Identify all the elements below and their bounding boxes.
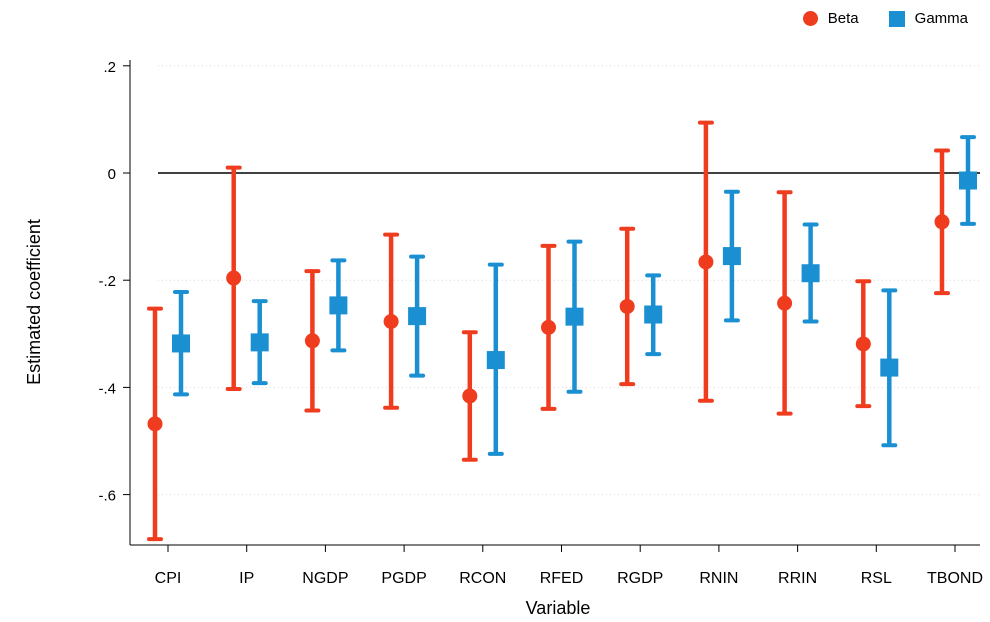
y-tick-label: -.6 [98,488,116,505]
beta-point [541,319,556,335]
y-tick-label: -.2 [98,273,116,290]
x-tick-label: CPI [155,570,182,587]
gamma-point [565,307,584,326]
x-tick-label: RSL [861,570,892,587]
x-tick-label: RNIN [699,570,738,587]
series-layer [147,120,977,542]
x-axis-label: Variable [526,598,591,618]
gamma-point [250,333,269,352]
gamma-point [486,351,505,370]
gamma-point [880,358,899,377]
beta-marker-icon [802,11,818,26]
axis-layer: .2 0 -.2 -.4 -.6 CPI IP NGDP PGDP RCON RFED RGDP RNI… [98,59,983,587]
beta-point [698,254,714,270]
beta-point [619,298,635,314]
grid-layer [158,65,980,496]
legend-label-gamma: Gamma [914,10,968,27]
gamma-point [644,305,663,324]
beta-point [304,333,320,349]
gamma-point [801,264,820,283]
gamma-point [959,171,977,190]
y-tick-label: 0 [108,166,116,183]
x-tick-label: RFED [540,570,584,587]
beta-point [777,295,793,311]
gamma-marker-icon [888,10,905,27]
legend: Beta Gamma [802,10,968,27]
x-tick-label: PGDP [381,570,426,587]
x-tick-label: IP [239,570,254,587]
gamma-point [329,296,348,315]
x-tick-label: NGDP [302,570,348,587]
beta-point [462,388,478,404]
x-tick-label: RCON [459,570,506,587]
legend-item-gamma: Gamma [888,10,968,27]
gamma-point [722,247,741,266]
beta-point [147,416,163,432]
y-tick-label: -.4 [98,380,116,397]
x-tick-label: TBOND [927,570,983,587]
x-tick-label: RRIN [778,570,817,587]
gamma-point [172,334,190,353]
x-tick-label: RGDP [617,570,663,587]
beta-point [383,313,399,329]
beta-point [226,270,242,286]
gamma-point [408,307,427,326]
beta-point [855,336,871,352]
y-axis-label: Estimated coefficient [24,219,44,385]
y-tick-label: .2 [103,59,116,76]
legend-label-beta: Beta [827,10,859,27]
legend-item-beta: Beta [802,10,859,27]
beta-point [934,214,950,230]
